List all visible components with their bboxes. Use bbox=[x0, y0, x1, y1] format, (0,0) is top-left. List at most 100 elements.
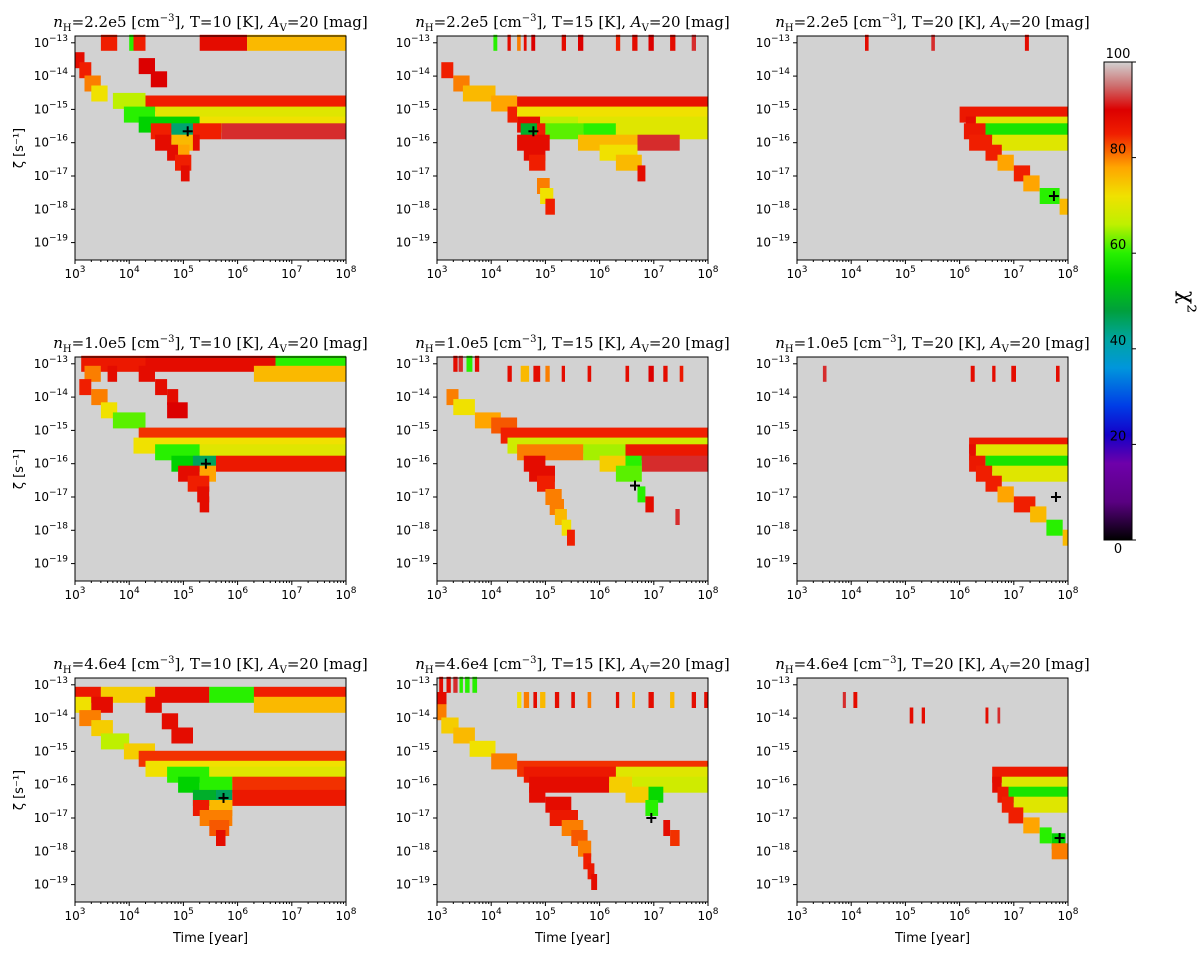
panel-title-part: =2.2e5 [cm bbox=[794, 13, 882, 31]
panel-title-part: n bbox=[53, 334, 63, 352]
colorbar-tick-label: 100 bbox=[1106, 47, 1131, 62]
panel-title: nH=1.0e5 [cm−3], T=20 [K], AV=20 [mag] bbox=[775, 334, 1090, 355]
panel-title-part: H bbox=[785, 344, 794, 355]
heat-cell bbox=[970, 365, 975, 382]
best-fit-marker bbox=[528, 126, 539, 137]
panel-title-part: −3 bbox=[882, 334, 897, 345]
panel-title-part: H bbox=[425, 344, 434, 355]
panel-title-part: =1.0e5 [cm bbox=[72, 334, 160, 352]
heat-cell bbox=[583, 853, 592, 870]
panel-title-part: n bbox=[775, 655, 785, 673]
panel-frame bbox=[436, 677, 709, 903]
heat-cell bbox=[112, 412, 146, 429]
panel-title-part: ], T=15 [K], bbox=[537, 655, 631, 673]
panel-title-part: ], T=15 [K], bbox=[537, 334, 631, 352]
y-tick-label: 10−13 bbox=[396, 355, 430, 371]
panel-title-part: =20 [mag] bbox=[287, 334, 368, 352]
heat-cell bbox=[992, 365, 996, 382]
heat-cell bbox=[167, 389, 179, 406]
y-tick-label: 10−17 bbox=[396, 809, 430, 825]
y-tick-label: 10−13 bbox=[396, 34, 430, 50]
x-tick-label: 106 bbox=[949, 265, 970, 281]
panel-title-part: =1.0e5 [cm bbox=[794, 334, 882, 352]
heat-cell bbox=[909, 707, 914, 724]
heat-cell bbox=[178, 776, 200, 793]
x-tick-label: 106 bbox=[227, 586, 248, 602]
y-tick-label: 10−14 bbox=[396, 67, 431, 83]
panel-title-part: H bbox=[425, 23, 434, 34]
colorbar-tick-label: 20 bbox=[1110, 429, 1127, 444]
panel-title: nH=4.6e4 [cm−3], T=10 [K], AV=20 [mag] bbox=[53, 655, 368, 676]
y-tick-label: 10−14 bbox=[396, 709, 431, 725]
y-tick-label: 10−13 bbox=[756, 34, 790, 50]
y-tick-label: 10−15 bbox=[34, 100, 68, 116]
heat-cell bbox=[637, 165, 646, 182]
heat-cell bbox=[507, 34, 511, 51]
y-tick-label: 10−15 bbox=[756, 100, 790, 116]
heat-cell bbox=[641, 455, 708, 472]
heat-cell bbox=[997, 786, 1009, 803]
x-tick-label: 105 bbox=[535, 907, 556, 923]
y-tick-label: 10−15 bbox=[34, 742, 68, 758]
y-tick-label: 10−18 bbox=[756, 200, 791, 216]
heat-cell bbox=[561, 365, 565, 382]
heat-cell bbox=[437, 704, 447, 721]
y-tick-label: 10−18 bbox=[34, 521, 69, 537]
panel-title-part: =20 [mag] bbox=[1009, 13, 1090, 31]
x-tick-label: 108 bbox=[697, 907, 718, 923]
panel-frame bbox=[436, 35, 709, 261]
heat-cell bbox=[853, 692, 858, 708]
panel-title-part: V bbox=[279, 344, 288, 355]
heat-cell bbox=[458, 355, 463, 372]
heat-cell bbox=[247, 34, 346, 51]
panel-title-part: V bbox=[1001, 665, 1010, 676]
x-tick-label: 105 bbox=[895, 907, 916, 923]
panel-title-part: =4.6e4 [cm bbox=[794, 655, 882, 673]
y-tick-label: 10−16 bbox=[756, 455, 791, 471]
x-tick-label: 108 bbox=[697, 586, 718, 602]
x-tick-label: 104 bbox=[841, 265, 862, 281]
heat-cell bbox=[155, 686, 210, 703]
heat-cell bbox=[167, 402, 188, 419]
x-tick-label: 106 bbox=[949, 586, 970, 602]
panel-frame bbox=[796, 35, 1069, 261]
panel-title-part: =4.6e4 [cm bbox=[72, 655, 160, 673]
panel-title-part: ], T=10 [K], bbox=[175, 334, 269, 352]
panel-2.2e5-T10: 103 104 105 106 107 108 10−13 10−14 10−15 10−16 10… bbox=[12, 13, 368, 281]
heat-cell bbox=[670, 830, 680, 846]
heat-cell bbox=[691, 34, 696, 51]
heat-cell bbox=[192, 134, 200, 151]
heat-cell bbox=[91, 85, 108, 102]
panel-title-part: =4.6e4 [cm bbox=[434, 655, 522, 673]
heat-cell bbox=[1013, 796, 1068, 813]
panel-title-part: =2.2e5 [cm bbox=[72, 13, 160, 31]
x-tick-label: 104 bbox=[119, 265, 140, 281]
heat-cell bbox=[91, 720, 113, 737]
y-tick-label: 10−17 bbox=[396, 167, 430, 183]
x-tick-label: 104 bbox=[481, 265, 502, 281]
colorbar-tick-label: 80 bbox=[1110, 143, 1127, 158]
x-tick-label: 103 bbox=[786, 265, 807, 281]
heat-cell bbox=[453, 355, 458, 372]
y-tick-label: 10−17 bbox=[756, 809, 790, 825]
heat-cell bbox=[1039, 827, 1052, 844]
panel-title-part: =2.2e5 [cm bbox=[434, 13, 522, 31]
heat-cell bbox=[997, 707, 1001, 724]
panel-title-part: ], T=20 [K], bbox=[897, 655, 991, 673]
panel-title-part: −3 bbox=[882, 13, 897, 24]
panel-title: nH=2.2e5 [cm−3], T=10 [K], AV=20 [mag] bbox=[53, 13, 368, 34]
heat-cell bbox=[517, 692, 522, 708]
y-tick-label: 10−15 bbox=[756, 421, 790, 437]
x-tick-label: 107 bbox=[281, 586, 302, 602]
heat-cell bbox=[648, 786, 664, 803]
heat-cell bbox=[554, 692, 560, 708]
x-tick-label: 103 bbox=[64, 586, 85, 602]
heat-cell bbox=[578, 840, 592, 857]
heat-cell bbox=[75, 696, 92, 713]
panel-title-part: n bbox=[775, 13, 785, 31]
x-tick-label: 106 bbox=[227, 265, 248, 281]
heat-cell bbox=[138, 58, 155, 75]
y-tick-label: 10−17 bbox=[756, 488, 790, 504]
x-tick-label: 104 bbox=[481, 907, 502, 923]
